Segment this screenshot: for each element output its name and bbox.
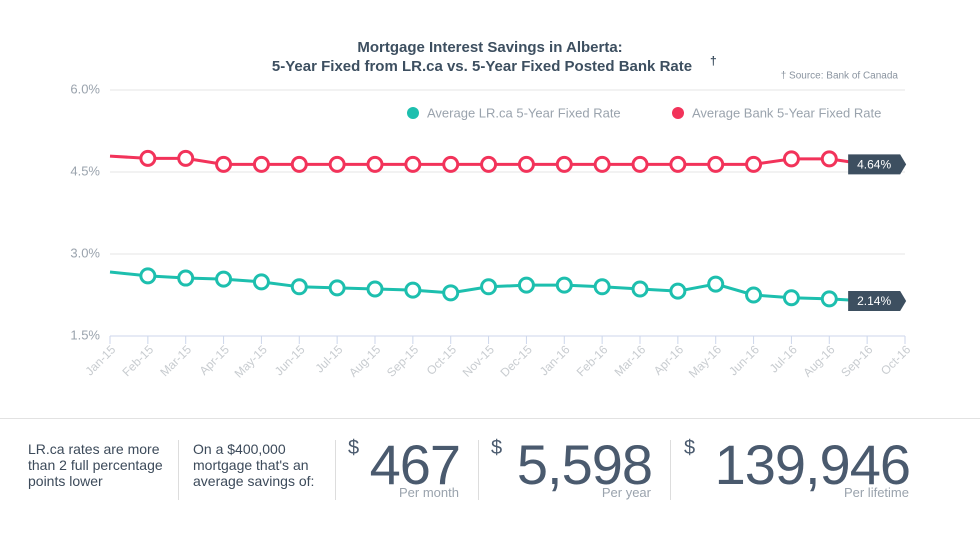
point [593, 278, 611, 296]
point [252, 273, 270, 291]
x-tick-label: Sep-15 [384, 342, 421, 379]
point [820, 150, 838, 168]
divider [178, 440, 179, 500]
point [404, 281, 422, 299]
point [555, 155, 573, 173]
point [328, 155, 346, 173]
value-label: 4.64% [857, 158, 891, 172]
point [745, 155, 763, 173]
stat-amount: 467 [369, 433, 461, 496]
chart: Mortgage Interest Savings in Alberta: 5-… [70, 39, 914, 381]
legend-swatch [407, 107, 419, 119]
x-tick-label: Oct-16 [878, 342, 914, 378]
point [782, 289, 800, 307]
x-tick-label: Apr-15 [197, 342, 233, 378]
summary-note: LR.ca rates are more than 2 full percent… [28, 441, 163, 489]
x-tick-label: Aug-16 [800, 342, 837, 379]
x-tick-label: Jul-16 [767, 342, 800, 375]
separator [0, 418, 980, 419]
divider [478, 440, 479, 500]
point [593, 155, 611, 173]
currency: $ [348, 437, 360, 459]
point [745, 286, 763, 304]
point [669, 282, 687, 300]
point [517, 155, 535, 173]
legend-label: Average Bank 5-Year Fixed Rate [692, 105, 881, 120]
point [631, 155, 649, 173]
point [404, 155, 422, 173]
point [707, 155, 725, 173]
point [480, 278, 498, 296]
point [139, 267, 157, 285]
y-tick-label: 3.0% [70, 245, 100, 260]
point [366, 280, 384, 298]
point [442, 155, 460, 173]
point [215, 155, 233, 173]
x-tick-label: Feb-15 [119, 342, 156, 379]
point [139, 149, 157, 167]
point [480, 155, 498, 173]
point [177, 269, 195, 287]
x-tick-label: Jan-16 [537, 342, 573, 378]
x-tick-label: Aug-15 [346, 342, 383, 379]
x-tick-label: May-15 [232, 342, 270, 380]
point [442, 284, 460, 302]
legend-swatch [672, 107, 684, 119]
stat-amount: 139,946 [714, 433, 911, 496]
point [177, 149, 195, 167]
legend-label: Average LR.ca 5-Year Fixed Rate [427, 105, 621, 120]
x-tick-label: Jan-15 [83, 342, 119, 378]
point [707, 275, 725, 293]
divider [335, 440, 336, 500]
point [669, 155, 687, 173]
point [631, 280, 649, 298]
point [215, 270, 233, 288]
y-tick-label: 1.5% [70, 327, 100, 342]
x-tick-label: Mar-16 [612, 342, 649, 379]
value-label: 2.14% [857, 294, 891, 308]
x-tick-label: Jun-16 [726, 342, 762, 378]
currency: $ [491, 437, 503, 459]
point [820, 290, 838, 308]
x-tick-label: Jun-15 [272, 342, 308, 378]
y-tick-label: 4.5% [70, 163, 100, 178]
y-tick-label: 6.0% [70, 81, 100, 96]
point [517, 276, 535, 294]
x-tick-label: May-16 [686, 342, 724, 380]
summary-intro: On a $400,000 mortgage that's an average… [193, 441, 315, 489]
x-tick-label: Dec-15 [498, 342, 535, 379]
value-label-box [848, 154, 907, 175]
x-tick-label: Nov-15 [460, 342, 497, 379]
divider [670, 440, 671, 500]
chart-subtitle: 5-Year Fixed from LR.ca vs. 5-Year Fixed… [272, 58, 692, 75]
currency: $ [684, 437, 696, 459]
x-tick-label: Oct-15 [424, 342, 460, 378]
value-label-box [848, 291, 907, 312]
source-note: † Source: Bank of Canada [781, 71, 899, 82]
x-tick-label: Jul-15 [312, 342, 345, 375]
stat-unit: Per lifetime [843, 485, 909, 500]
subtitle-mark: † [710, 54, 717, 68]
x-tick-label: Sep-16 [838, 342, 875, 379]
x-tick-label: Feb-16 [574, 342, 611, 379]
point [366, 155, 384, 173]
chart-title: Mortgage Interest Savings in Alberta: [357, 39, 622, 56]
stat-unit: Per year [601, 485, 651, 500]
x-tick-label: Mar-15 [157, 342, 194, 379]
stat-amount: 5,598 [516, 433, 653, 496]
point [290, 278, 308, 296]
point [328, 279, 346, 297]
point [252, 155, 270, 173]
point [555, 276, 573, 294]
point [782, 150, 800, 168]
stat-unit: Per month [399, 485, 459, 500]
point [290, 155, 308, 173]
x-tick-label: Apr-16 [651, 342, 687, 378]
